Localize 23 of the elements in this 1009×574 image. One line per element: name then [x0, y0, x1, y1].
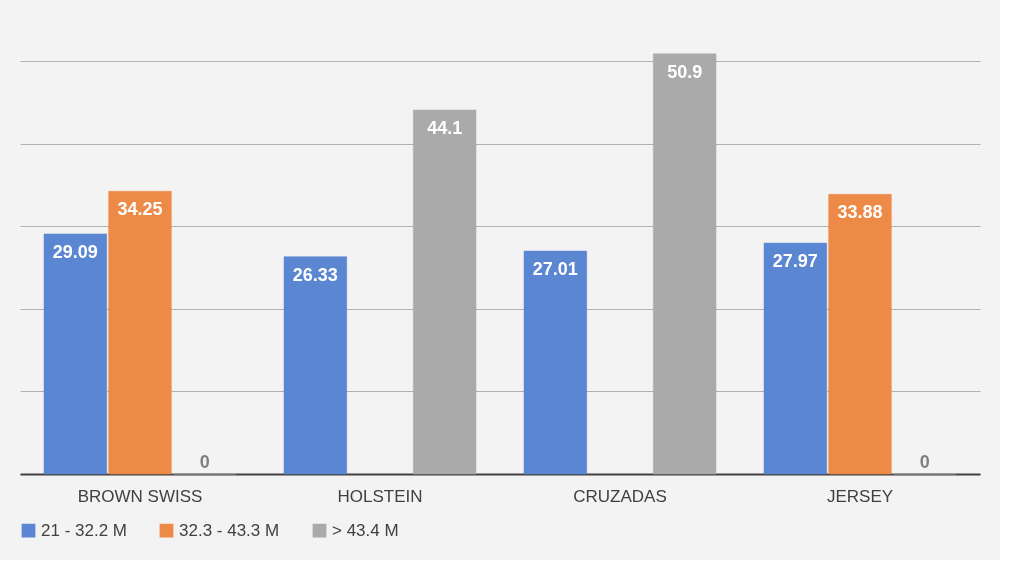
- bar: [763, 242, 827, 475]
- x-tick-label: JERSEY: [826, 486, 894, 506]
- bar: [828, 194, 892, 475]
- data-label: 33.88: [837, 202, 883, 223]
- data-label: 0: [199, 452, 210, 472]
- data-label: 27.97: [772, 251, 818, 272]
- bar: [43, 233, 107, 475]
- x-tick-label: BROWN SWISS: [77, 486, 203, 506]
- legend-label: > 43.4 M: [332, 520, 399, 540]
- data-label: 44.1: [427, 117, 463, 138]
- data-label: 50.9: [667, 61, 703, 82]
- bar: [108, 191, 172, 475]
- bar: [283, 256, 347, 475]
- legend-label: 32.3 - 43.3 M: [179, 520, 280, 540]
- data-label: 34.25: [117, 199, 163, 220]
- x-tick-label: CRUZADAS: [573, 486, 667, 506]
- legend-label: 21 - 32.2 M: [41, 520, 127, 540]
- x-tick-label: HOLSTEIN: [337, 486, 423, 506]
- data-label: 27.01: [532, 259, 578, 280]
- data-label: 26.33: [292, 264, 338, 285]
- data-label: 0: [919, 452, 930, 472]
- bar: [523, 250, 587, 475]
- data-label: 29.09: [52, 241, 98, 262]
